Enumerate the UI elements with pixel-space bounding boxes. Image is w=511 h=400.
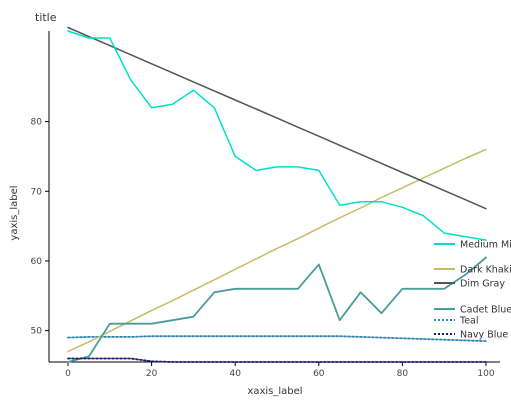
y-tick-label: 50 [31,327,43,337]
series-line-teal [67,335,487,343]
legend-label-cadet-blue: Cadet Blue [460,305,511,316]
series-line-medium-mint [67,30,487,241]
x-tick-label: 100 [477,369,494,379]
legend-label-dark-khaki: Dark Khaki [460,265,511,276]
x-axis-ticks: 0 20 40 60 80 100 [65,362,495,379]
y-tick-label: 80 [31,118,43,128]
y-tick-label: 60 [31,257,43,267]
series-line-cadet-blue [67,256,487,363]
series-line-navy-blue [67,357,487,363]
chart-title: title [35,11,57,24]
series-line-dim-gray [67,26,487,210]
x-axis-label: xaxis_label [247,386,302,397]
x-tick-label: 60 [313,369,325,379]
series-line-dark-khaki [67,148,487,353]
x-tick-label: 40 [229,369,241,379]
y-tick-label: 70 [31,187,43,197]
y-axis-ticks: 50 60 70 80 [31,118,49,337]
x-tick-label: 20 [146,369,158,379]
series-lines [67,26,487,363]
legend: Teal Navy Blue Cadet Blue Medium Mint Dim Gr… [434,240,511,341]
x-tick-label: 80 [397,369,409,379]
legend-label-teal: Teal [459,316,479,327]
legend-label-dim-gray: Dim Gray [460,279,505,290]
plot-area [48,31,500,363]
x-tick-label: 0 [65,369,71,379]
legend-label-navy-blue: Navy Blue [460,330,508,341]
legend-label-medium-mint: Medium Mint [460,240,511,251]
y-axis-label: yaxis_label [9,185,20,240]
